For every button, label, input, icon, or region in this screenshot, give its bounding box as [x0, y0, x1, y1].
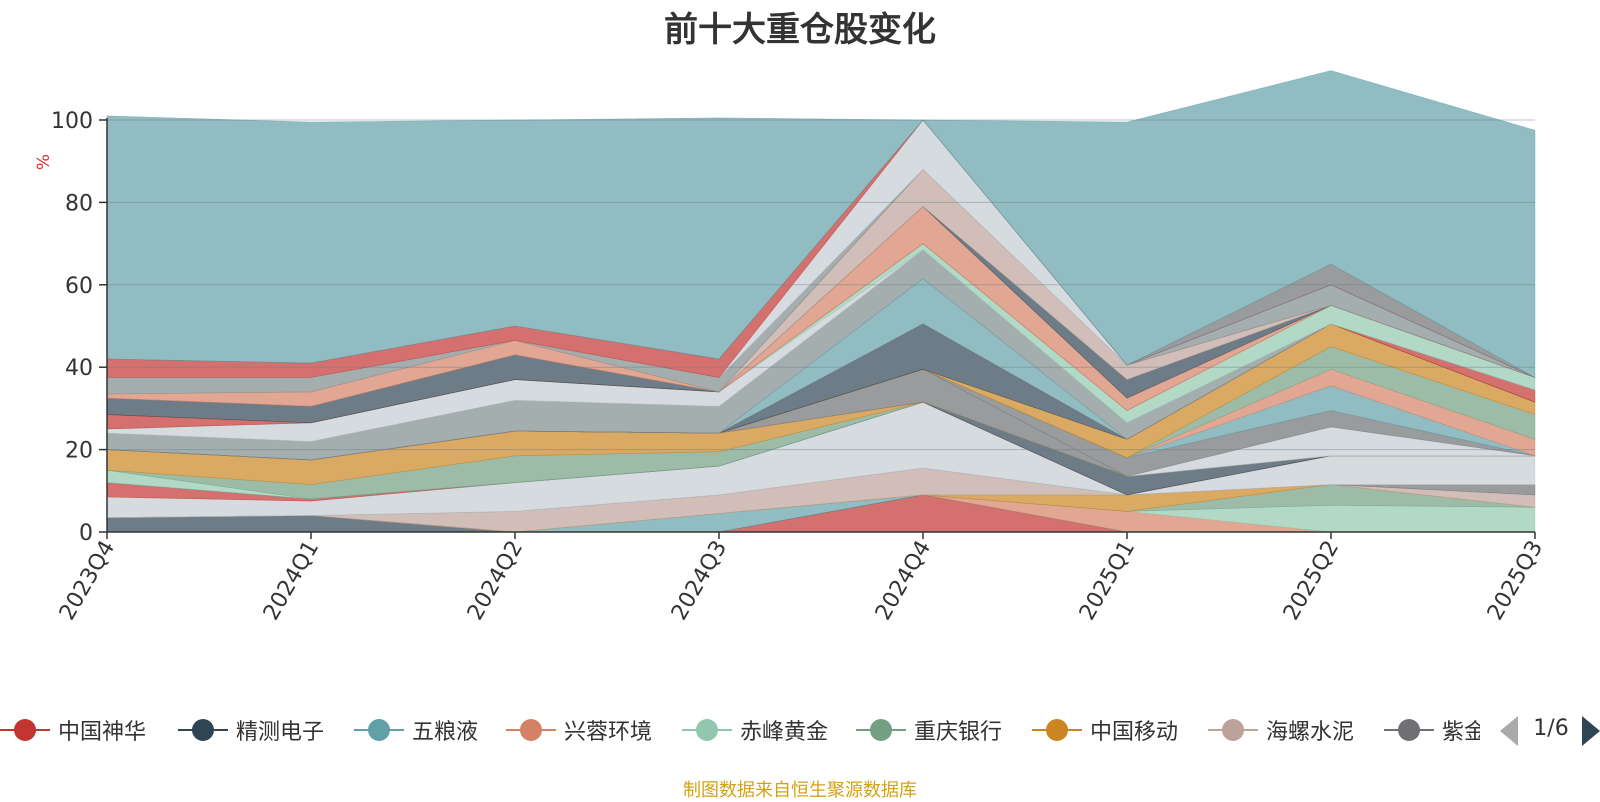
legend-swatch-icon [506, 719, 556, 741]
x-tick-label: 2023Q4 [55, 537, 120, 625]
y-tick-label: 100 [51, 109, 93, 134]
legend-swatch-icon [856, 719, 906, 741]
legend-swatch-icon [682, 719, 732, 741]
legend-item[interactable]: 海螺水泥 [1208, 712, 1354, 748]
y-tick-label: 40 [65, 356, 93, 381]
legend-label: 赤峰黄金 [740, 720, 829, 745]
x-tick-label: 2025Q1 [1075, 537, 1140, 625]
y-tick-label: 0 [79, 521, 93, 546]
stacked-area-chart: 0 20 40 60 80 100 2023Q4 2024Q1 2024Q2 2024Q3 2024… [34, 70, 1548, 625]
legend-pager: 1/6 [1500, 712, 1600, 748]
legend-item[interactable]: 中国神华 [0, 712, 146, 748]
legend-item[interactable]: 重庆银行 [856, 712, 1002, 748]
chart-title: 前十大重仓股变化 [664, 10, 936, 50]
legend-swatch-icon [1032, 719, 1082, 741]
legend-label: 紫金矿业 [1442, 720, 1480, 745]
legend-page-indicator: 1/6 [1533, 716, 1569, 741]
legend-label: 中国神华 [58, 720, 147, 745]
y-tick-label: 60 [65, 274, 93, 299]
legend-label: 海螺水泥 [1266, 720, 1355, 745]
legend-swatch-icon [0, 719, 50, 741]
x-tick-label: 2024Q1 [259, 537, 324, 625]
legend-swatch-icon [354, 719, 404, 741]
legend: 中国神华 精测电子 五粮液 兴蓉环境 赤峰黄金 重庆银行 中国移动 海螺水泥 紫金矿业 1/6 [0, 712, 1600, 752]
legend-swatch-icon [1208, 719, 1258, 741]
legend-swatch-icon [1384, 719, 1434, 741]
grid-lines [107, 119, 1535, 451]
legend-next-arrow-icon[interactable] [1582, 716, 1600, 746]
legend-item[interactable]: 兴蓉环境 [506, 712, 652, 748]
legend-label: 兴蓉环境 [564, 720, 653, 745]
legend-label: 中国移动 [1090, 720, 1179, 745]
area-series-39 [106, 70, 1536, 379]
y-tick-label: 20 [65, 439, 93, 464]
y-tick-label: 80 [65, 191, 93, 216]
x-tick-label: 2024Q2 [463, 537, 528, 625]
legend-label: 精测电子 [236, 720, 325, 745]
legend-items: 中国神华 精测电子 五粮液 兴蓉环境 赤峰黄金 重庆银行 中国移动 海螺水泥 紫金矿业 [0, 712, 1480, 752]
legend-item[interactable]: 五粮液 [354, 712, 478, 748]
legend-label: 重庆银行 [914, 720, 1003, 745]
legend-item[interactable]: 赤峰黄金 [682, 712, 828, 748]
legend-item[interactable]: 紫金矿业 [1384, 712, 1480, 748]
source-note: 制图数据来自恒生聚源数据库 [683, 780, 917, 801]
legend-item[interactable]: 精测电子 [178, 712, 324, 748]
legend-prev-arrow-icon[interactable] [1500, 716, 1518, 746]
x-tick-label: 2024Q3 [667, 537, 732, 625]
x-tick-label: 2025Q3 [1483, 537, 1548, 625]
legend-swatch-icon [178, 719, 228, 741]
y-axis-unit-label: % [34, 154, 54, 170]
area-series-layer [106, 70, 1536, 533]
legend-label: 五粮液 [412, 720, 479, 745]
legend-item[interactable]: 中国移动 [1032, 712, 1178, 748]
x-tick-label: 2025Q2 [1279, 537, 1344, 625]
x-tick-label: 2024Q4 [871, 537, 936, 625]
